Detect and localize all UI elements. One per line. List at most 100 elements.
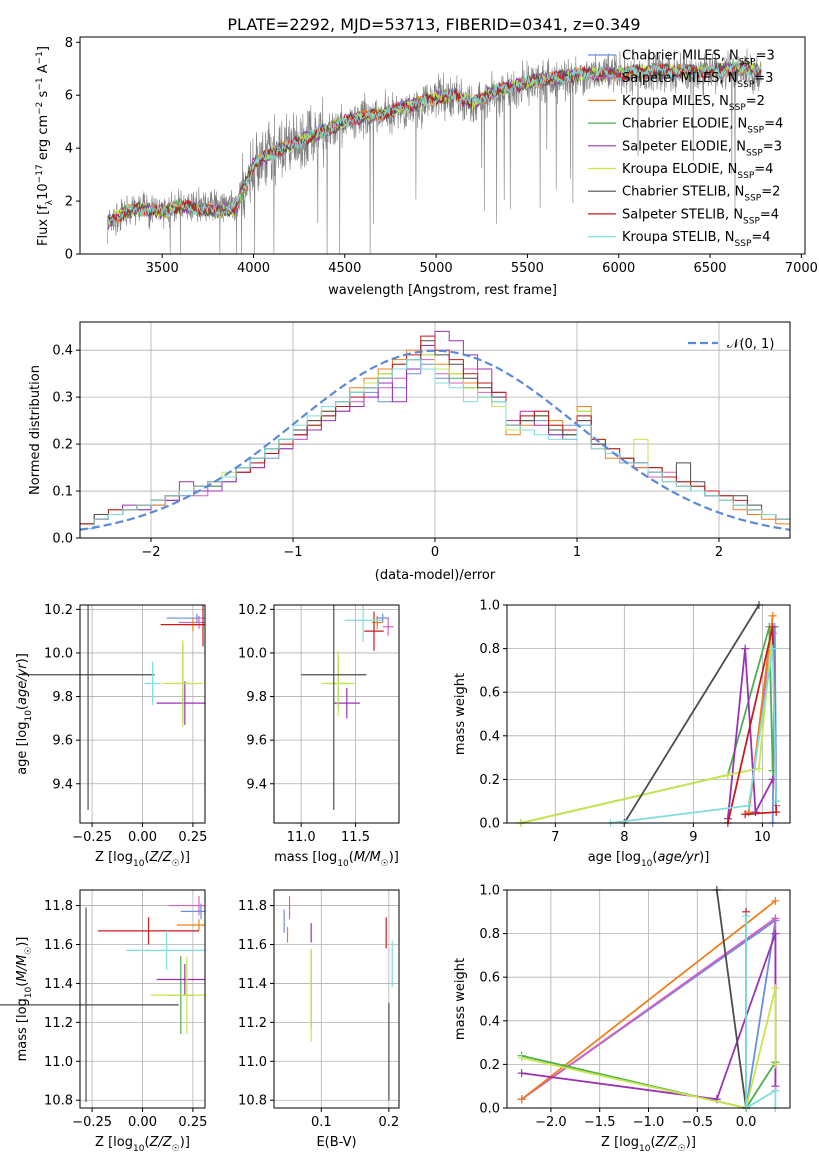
weight-age-panel-marker (772, 808, 781, 817)
weight-z-panel-frame (506, 889, 791, 1109)
weight-age-panel-marker (741, 644, 750, 653)
weight-z-panel-line (715, 889, 747, 1109)
mass-z-panel-xlabel: Z [log10(Z/Z☉)] (95, 1135, 190, 1154)
weight-z-panel-ytick-label: 0.8 (479, 927, 500, 942)
weight-z-panel-xtick-label: −0.5 (682, 1115, 714, 1130)
weight-z-panel-ylabel: mass weight (453, 958, 468, 1040)
weight-z-panel-marker (771, 914, 780, 923)
spectrum-xtick-label: 4500 (328, 261, 361, 276)
weight-age-panel-frame (506, 604, 791, 824)
spectrum-model-line (107, 60, 762, 226)
age-z-panel-ylabel-part: 10 (24, 710, 34, 722)
mass-ebv-panel-xtick-label: 0.2 (379, 1115, 400, 1130)
age-mass-panel-ytick-label: 10.0 (238, 646, 267, 661)
age-mass-panel-xtick-label: 11.5 (341, 830, 370, 845)
spectrum-ylabel-part: −2 (35, 102, 45, 115)
weight-z-panel-line (745, 916, 777, 1110)
legend-label-part: Salpeter MILES, N (622, 71, 737, 86)
weight-age-panel-marker (741, 810, 750, 819)
age-z-panel-xlabel-part: Z/Z (149, 850, 173, 865)
legend-label-part: =3 (763, 139, 782, 154)
histogram-step (80, 359, 790, 530)
spectrum-xtick-label: 6500 (693, 261, 726, 276)
age-z-panel-xlabel-part: ( (144, 850, 149, 865)
mass-z-panel-frame (79, 889, 206, 1109)
weight-age-panel-marker (772, 797, 781, 806)
weight-z-panel-xlabel-part: Z [log (601, 1135, 639, 1150)
age-z-panel-ytick-label: 10.0 (44, 646, 73, 661)
age-z-panel-ytick-label: 9.8 (52, 690, 73, 705)
legend-label-part: SSP (743, 216, 760, 226)
weight-z-panel-marker (771, 1060, 780, 1069)
weight-z-panel-ytick-label: 0.2 (479, 1058, 500, 1073)
spectrum-ylabel-part: −17 (35, 164, 45, 183)
weight-age-panel-ytick-label: 0.6 (479, 686, 500, 701)
weight-z-panel-marker (771, 984, 780, 993)
legend-label-part: Salpeter ELODIE, N (622, 139, 746, 154)
weight-age-panel-xtick-label: 7 (551, 830, 559, 845)
legend-label-part: SSP (746, 148, 763, 158)
age-z-panel-ylabel-part: age [log (15, 722, 30, 775)
mass-ebv-panel-xlabel-part: E(B-V) (316, 1135, 356, 1150)
weight-z-panel-marker (771, 1086, 780, 1095)
weight-z-panel-xlabel-part: Z/Z (655, 1135, 679, 1150)
histogram-ytick-label: 0.1 (52, 485, 73, 500)
spectrum-xtick-label: 6000 (602, 261, 635, 276)
histogram-xtick-label: 2 (715, 545, 723, 560)
weight-z-panel-marker (742, 912, 751, 921)
legend-label-part: SSP (747, 126, 764, 136)
legend-label: Salpeter ELODIE, NSSP=3 (622, 139, 782, 158)
legend-label: Chabrier MILES, NSSP=3 (622, 49, 775, 68)
mass-z-panel-ytick-label: 11.2 (44, 1016, 73, 1031)
histogram-xtick-label: −1 (283, 545, 302, 560)
histogram-xtick-label: 1 (573, 545, 581, 560)
age-z-panel-xlabel: Z [log10(Z/Z☉)] (95, 850, 190, 869)
spectrum-ytick-label: 6 (65, 89, 73, 104)
age-z-panel-ylabel: age [log10(age/yr)] (15, 653, 34, 775)
age-mass-panel-xlabel-part: mass [log (274, 850, 337, 865)
weight-age-panel-ytick-label: 0.8 (479, 642, 500, 657)
mass-z-panel-ylabel: mass [log10(M/M☉)] (15, 937, 34, 1062)
mass-z-panel-ylabel-part: mass [log (15, 998, 30, 1061)
histogram-xlabel: (data-model)/error (375, 568, 496, 583)
weight-z-panel-marker (771, 929, 780, 938)
mass-z-panel-xtick-label: −0.25 (72, 1115, 112, 1130)
mass-z-panel-xlabel-part: )] (180, 1135, 190, 1150)
weight-age-panel-ytick-label: 0.2 (479, 773, 500, 788)
age-mass-panel-xlabel-part: M/M (354, 850, 381, 865)
histogram-ylabel: Normed distribution (28, 365, 43, 495)
spectrum-xtick-label: 5500 (511, 261, 544, 276)
weight-age-panel-line (727, 648, 774, 819)
age-z-panel-xlabel-part: 10 (133, 859, 145, 869)
weight-age-panel-marker (751, 808, 760, 817)
histogram-ytick-label: 0.4 (52, 344, 73, 359)
weight-z-panel-marker (517, 1095, 526, 1104)
age-mass-panel-frame (273, 604, 400, 824)
age-z-panel-ytick-label: 9.6 (52, 734, 73, 749)
weight-age-panel-xtick-label: 9 (689, 830, 697, 845)
weight-z-panel-xlabel-part: )] (686, 1135, 696, 1150)
legend-label: Kroupa ELODIE, NSSP=4 (622, 162, 773, 181)
weight-z-panel-xlabel-part: ☉ (678, 1144, 686, 1154)
weight-age-panel-xlabel-part: 10 (641, 859, 653, 869)
spectrum-xlabel: wavelength [Angstrom, rest frame] (328, 283, 557, 298)
legend-label-part: =3 (754, 71, 773, 86)
weight-z-panel-ytick-label: 0.0 (479, 1102, 500, 1117)
figure-title: PLATE=2292, MJD=53713, FIBERID=0341, z=0… (227, 15, 640, 34)
histogram-ytick-label: 0.3 (52, 391, 73, 406)
mass-z-panel-ytick-label: 11.4 (44, 977, 73, 992)
legend-label-part: Salpeter STELIB, N (622, 207, 743, 222)
spectrum-ylabel-part: 10 (36, 183, 51, 200)
legend-label: Kroupa STELIB, NSSP=4 (622, 230, 771, 249)
weight-z-panel-xtick-label: −1.5 (584, 1115, 616, 1130)
legend-label-part: Chabrier MILES, N (622, 49, 739, 64)
legend-label-part: =2 (761, 185, 780, 200)
weight-z-panel-xtick-label: −1.0 (633, 1115, 665, 1130)
age-z-panel-ytick-label: 10.2 (44, 603, 73, 618)
legend-label-part: =2 (746, 94, 765, 109)
mass-ebv-panel-ytick-label: 11.0 (238, 1055, 267, 1070)
mass-z-panel-ytick-label: 11.8 (44, 899, 73, 914)
legend-label-part: Kroupa ELODIE, N (622, 162, 737, 177)
legend-label-part: =4 (754, 162, 773, 177)
